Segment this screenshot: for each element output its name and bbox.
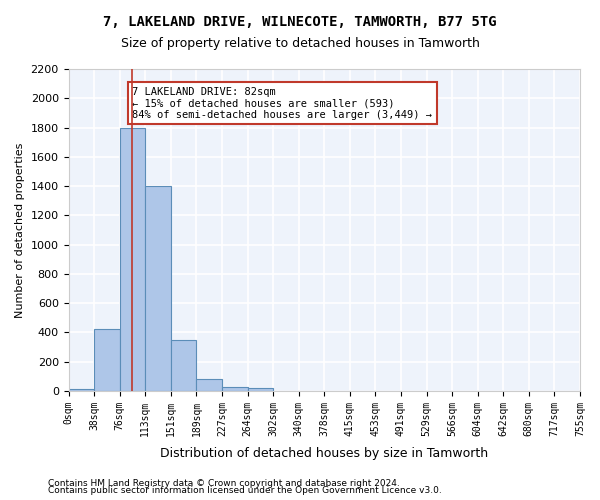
Text: 7, LAKELAND DRIVE, WILNECOTE, TAMWORTH, B77 5TG: 7, LAKELAND DRIVE, WILNECOTE, TAMWORTH, … bbox=[103, 15, 497, 29]
Bar bbox=[248, 388, 273, 391]
Text: Contains public sector information licensed under the Open Government Licence v3: Contains public sector information licen… bbox=[48, 486, 442, 495]
Bar bbox=[196, 379, 222, 391]
Text: Contains HM Land Registry data © Crown copyright and database right 2024.: Contains HM Land Registry data © Crown c… bbox=[48, 478, 400, 488]
Y-axis label: Number of detached properties: Number of detached properties bbox=[15, 142, 25, 318]
Bar bbox=[145, 186, 171, 391]
X-axis label: Distribution of detached houses by size in Tamworth: Distribution of detached houses by size … bbox=[160, 447, 488, 460]
Bar bbox=[222, 386, 248, 391]
Text: Size of property relative to detached houses in Tamworth: Size of property relative to detached ho… bbox=[121, 38, 479, 51]
Bar bbox=[94, 330, 119, 391]
Text: 7 LAKELAND DRIVE: 82sqm
← 15% of detached houses are smaller (593)
84% of semi-d: 7 LAKELAND DRIVE: 82sqm ← 15% of detache… bbox=[133, 86, 433, 120]
Bar bbox=[171, 340, 196, 391]
Bar bbox=[119, 128, 145, 391]
Bar bbox=[68, 388, 94, 391]
